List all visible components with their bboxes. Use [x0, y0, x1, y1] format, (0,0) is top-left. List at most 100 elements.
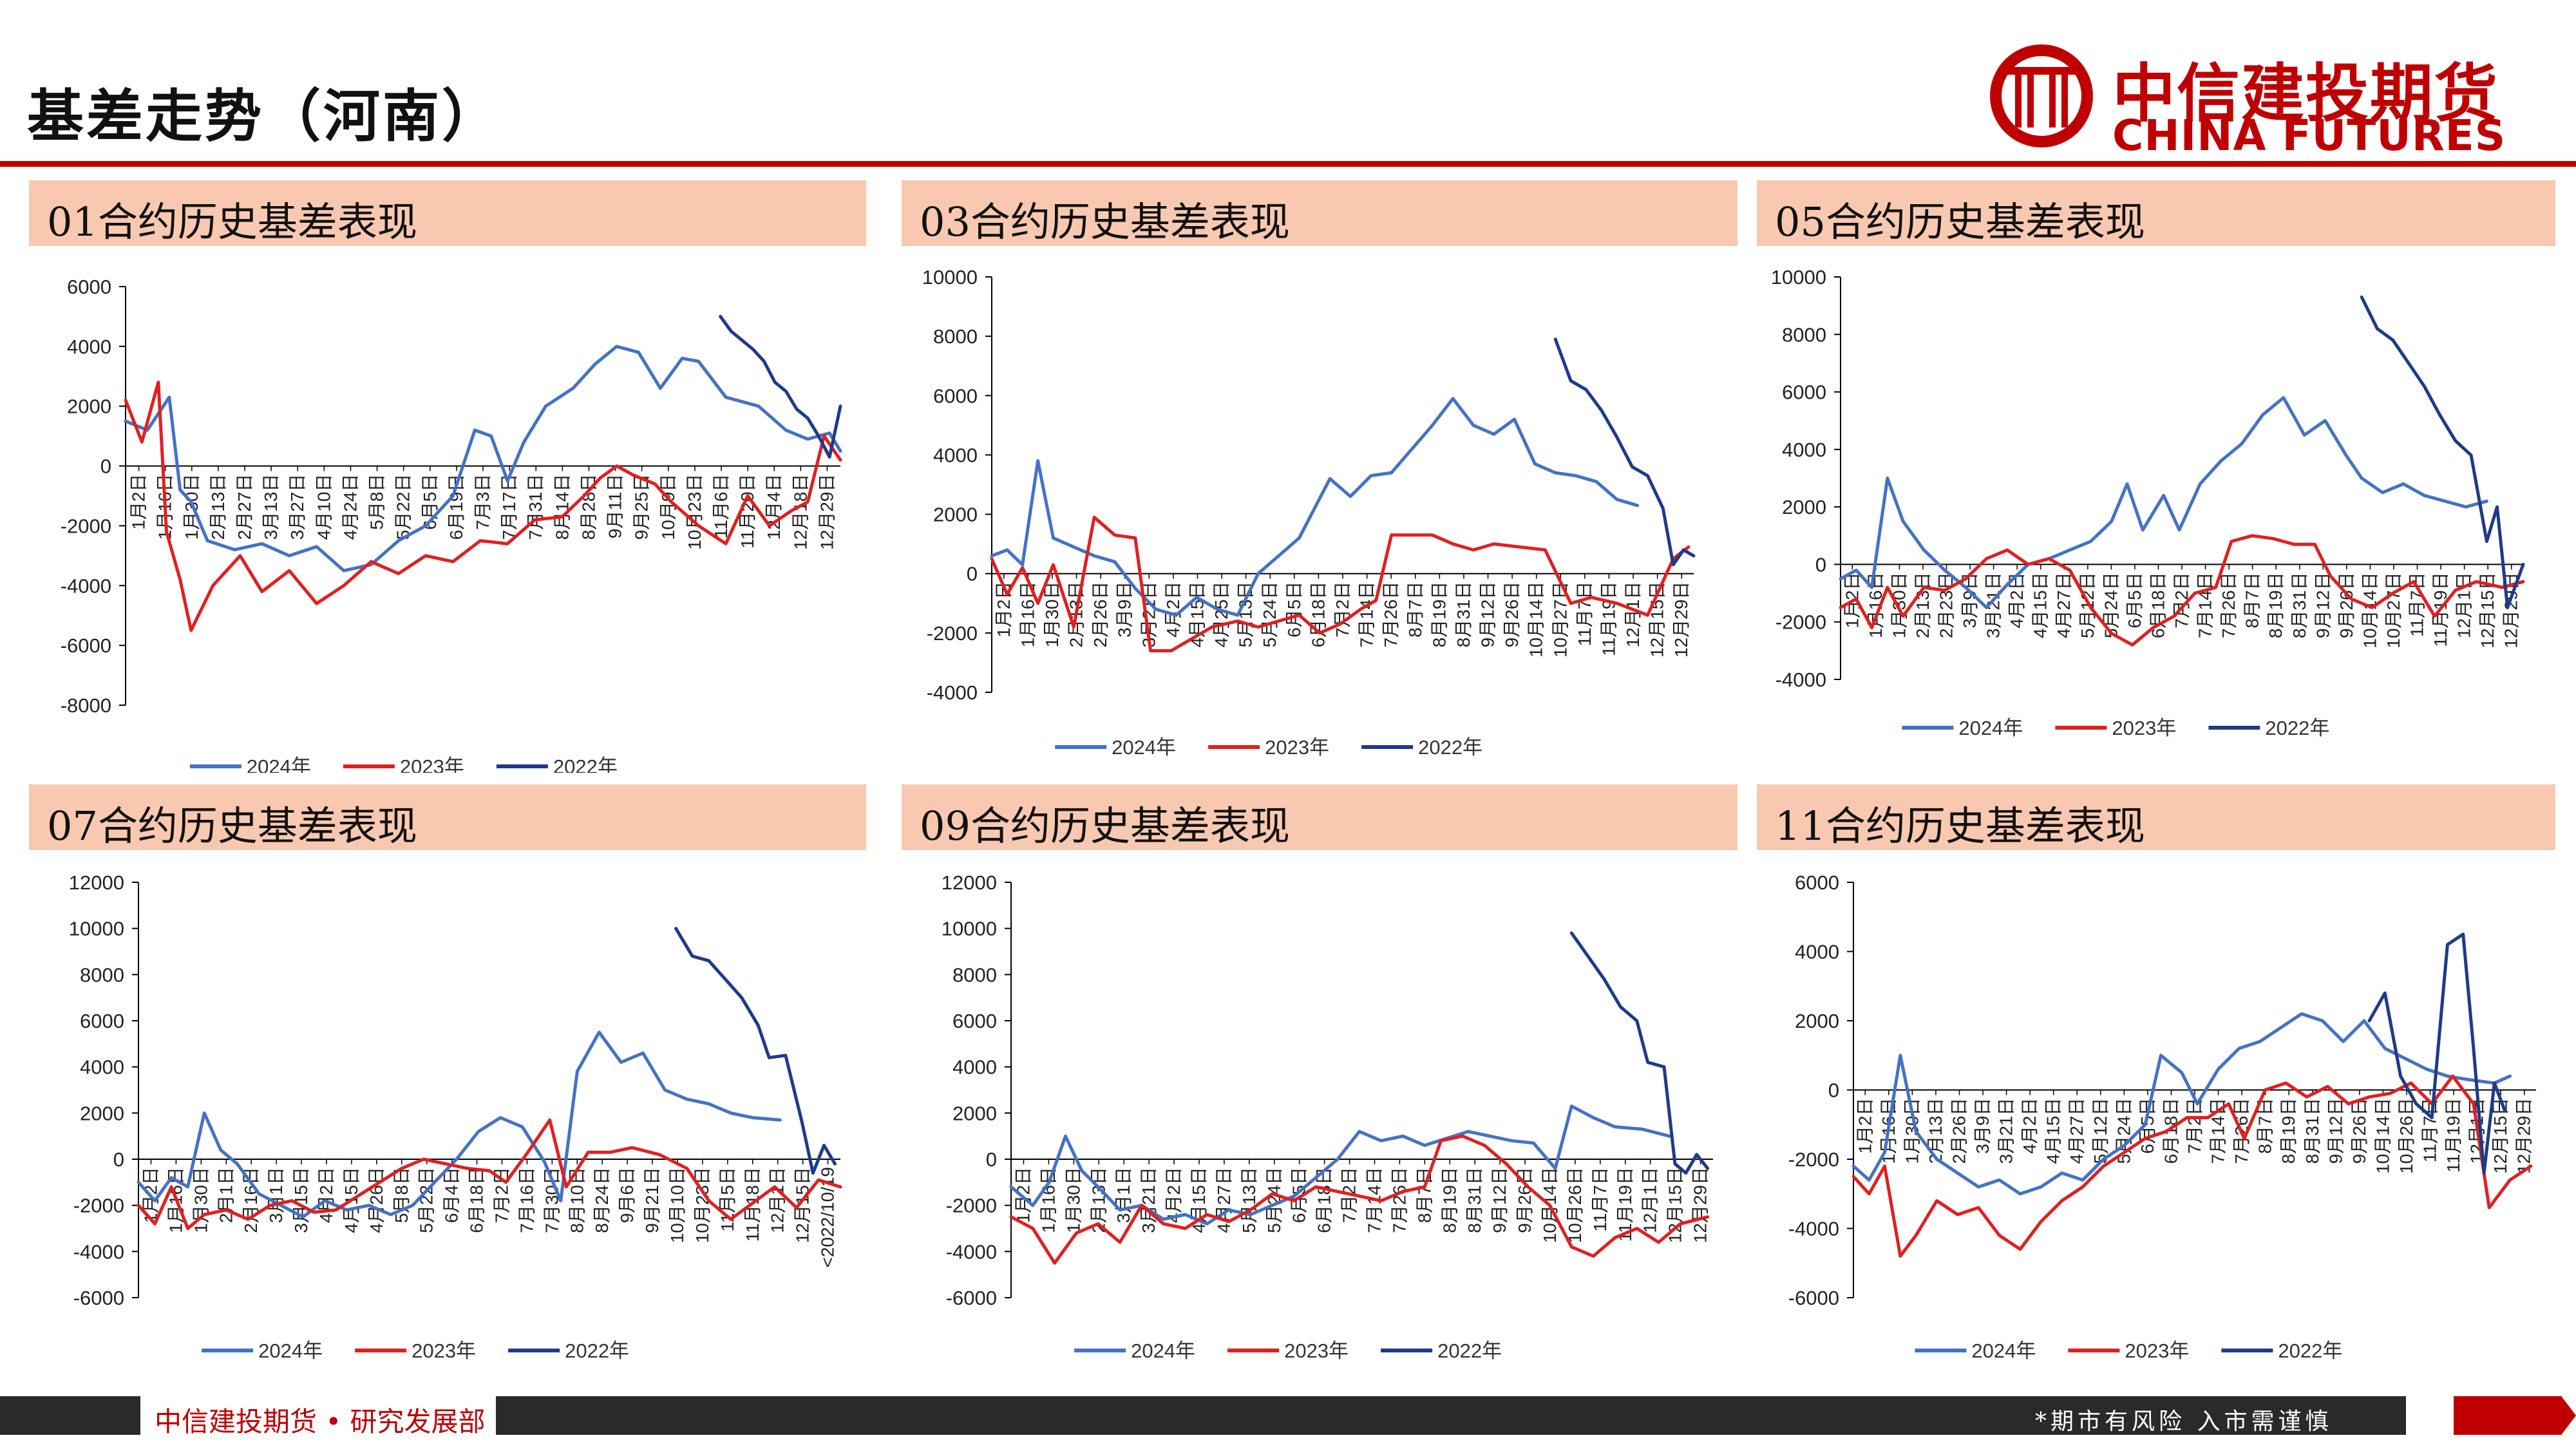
footer-dark-block [0, 1396, 140, 1435]
x-tick-label: 5月22日 [393, 474, 413, 540]
x-tick-label: 3月21日 [1996, 1098, 2016, 1164]
series-line-2024年 [990, 397, 1639, 617]
x-tick-label: 4月2日 [1163, 582, 1183, 638]
x-tick-label: 11月7日 [1575, 582, 1595, 647]
y-tick-label: -2000 [1776, 611, 1826, 634]
y-tick-label: -2000 [1788, 1148, 1839, 1171]
y-tick-label: 0 [1828, 1079, 1839, 1102]
y-tick-label: 12000 [942, 871, 997, 894]
x-tick-label: 5月12日 [2090, 1098, 2110, 1164]
x-tick-label: 5月24日 [1264, 1167, 1284, 1233]
series-line-2023年 [1852, 1074, 2533, 1258]
y-tick-label: 4000 [1782, 439, 1826, 461]
footer-dark-strip [496, 1396, 2406, 1435]
x-tick-label: 7月31日 [526, 474, 545, 540]
legend-label: 2024年 [1131, 1340, 1195, 1362]
x-tick-label: 9月12日 [2313, 572, 2333, 638]
x-tick-label: 11月7日 [1590, 1167, 1610, 1232]
title-divider [0, 161, 2576, 167]
y-tick-label: 0 [113, 1148, 124, 1171]
x-tick-label: 10月26日 [1565, 1167, 1585, 1243]
x-tick-label: 3月1日 [266, 1167, 286, 1223]
legend-label: 2023年 [412, 1340, 476, 1362]
x-tick-label: 5月8日 [367, 474, 387, 530]
legend-label: 2024年 [258, 1340, 323, 1362]
x-tick-label: 8月24日 [592, 1167, 612, 1233]
series-line-2023年 [1839, 534, 2525, 647]
panel-title: 09合约历史基差表现 [920, 802, 1290, 849]
chart-09-basis: 12000 10000 8000 6000 4000 2000 0 -2000 -4000 -60… [942, 871, 1713, 1362]
panel-title: 03合约历史基差表现 [920, 198, 1290, 245]
x-tick-label: 9月6日 [617, 1167, 637, 1223]
x-tick-label: 7月26日 [1381, 582, 1401, 648]
y-tick-label: -4000 [73, 1240, 124, 1263]
x-tick-label: 4月24日 [340, 474, 360, 540]
x-tick-label: 6月5日 [2137, 1098, 2157, 1154]
legend-label: 2024年 [1112, 736, 1176, 759]
x-tick-label: 9月12日 [1478, 582, 1498, 648]
x-tick-label: 4月15日 [1187, 582, 1207, 648]
y-tick-label: 8000 [80, 963, 124, 986]
y-tick-label: -6000 [73, 1287, 124, 1309]
x-tick-label: 12月1日 [2454, 572, 2474, 638]
x-tick-label: 12月29日 [1690, 1167, 1710, 1243]
footer-red-arrow [2454, 1396, 2576, 1435]
x-tick-label: 12月1日 [768, 1167, 788, 1233]
x-tick-label: 3月21日 [1139, 1167, 1159, 1233]
x-tick-label: 4月2日 [2020, 1098, 2040, 1154]
legend-label: 2023年 [1265, 736, 1329, 759]
x-tick-label: 8月19日 [2266, 572, 2286, 638]
footer-bar: 中信建投期货 • 研究发展部 *期市有风险 入市需谨慎 [0, 1396, 2576, 1437]
x-tick-label: 9月21日 [642, 1167, 662, 1233]
y-tick-label: 2000 [952, 1102, 997, 1124]
series-line-2023年 [124, 381, 842, 632]
x-tick-label: 2月26日 [1090, 582, 1110, 648]
x-tick-label: 1月2日 [1013, 1167, 1033, 1223]
legend-label: 2023年 [2112, 717, 2176, 739]
y-tick-label: 8000 [933, 325, 978, 348]
y-tick-label: 12000 [69, 871, 124, 894]
footer-white-block [147, 1396, 491, 1435]
x-tick-label: 4月27日 [1214, 1167, 1234, 1233]
series-line-2023年 [137, 1118, 842, 1230]
series-line-2022年 [719, 314, 842, 459]
x-tick-label: 1月16日 [1038, 1167, 1058, 1233]
x-tick-label: 3月13日 [261, 474, 281, 540]
legend-label: 2023年 [1284, 1340, 1349, 1362]
y-tick-label: 10000 [69, 918, 124, 940]
x-tick-label: 3月9日 [1973, 1098, 1993, 1154]
y-tick-label: 0 [967, 563, 978, 585]
series-line-2022年 [1553, 337, 1696, 567]
y-tick-label: 2000 [80, 1102, 124, 1124]
x-tick-label: 10月23日 [685, 474, 705, 550]
x-tick-label: 11月5日 [717, 1167, 737, 1232]
series-line-2022年 [2367, 933, 2506, 1175]
x-tick-label: 4月27日 [2054, 572, 2074, 638]
x-tick-label: 1月30日 [1889, 572, 1909, 638]
panel-header-11: 11合约历史基差表现 [1757, 784, 2555, 850]
y-tick-label: 2000 [67, 395, 111, 418]
x-tick-label: 12月29日 [817, 474, 837, 550]
x-tick-label: 8月31日 [2302, 1098, 2322, 1164]
series-line-2022年 [1569, 931, 1710, 1175]
y-tick-label: -4000 [927, 681, 978, 704]
x-tick-label: 9月12日 [1490, 1167, 1510, 1233]
x-tick-label: 9月12日 [2325, 1098, 2345, 1164]
legend-label: 2022年 [1437, 1340, 1502, 1362]
x-tick-label: 10月14日 [2360, 572, 2380, 648]
panel-title: 05合约历史基差表现 [1775, 198, 2145, 245]
x-tick-label: 8月7日 [1414, 1167, 1434, 1223]
x-tick-label: 8月19日 [1439, 1167, 1459, 1233]
y-tick-label: -6000 [946, 1287, 997, 1309]
legend-label: 2024年 [1958, 717, 2023, 739]
x-tick-label: 1月2日 [1855, 1098, 1875, 1154]
x-tick-label: 4月2日 [1164, 1167, 1184, 1223]
x-tick-label: 2月23日 [1936, 572, 1956, 638]
y-tick-label: 10000 [922, 266, 978, 289]
legend-label: 2022年 [2278, 1340, 2342, 1362]
x-tick-label: 4月26日 [366, 1167, 386, 1233]
panel-title: 07合约历史基差表现 [47, 802, 417, 849]
